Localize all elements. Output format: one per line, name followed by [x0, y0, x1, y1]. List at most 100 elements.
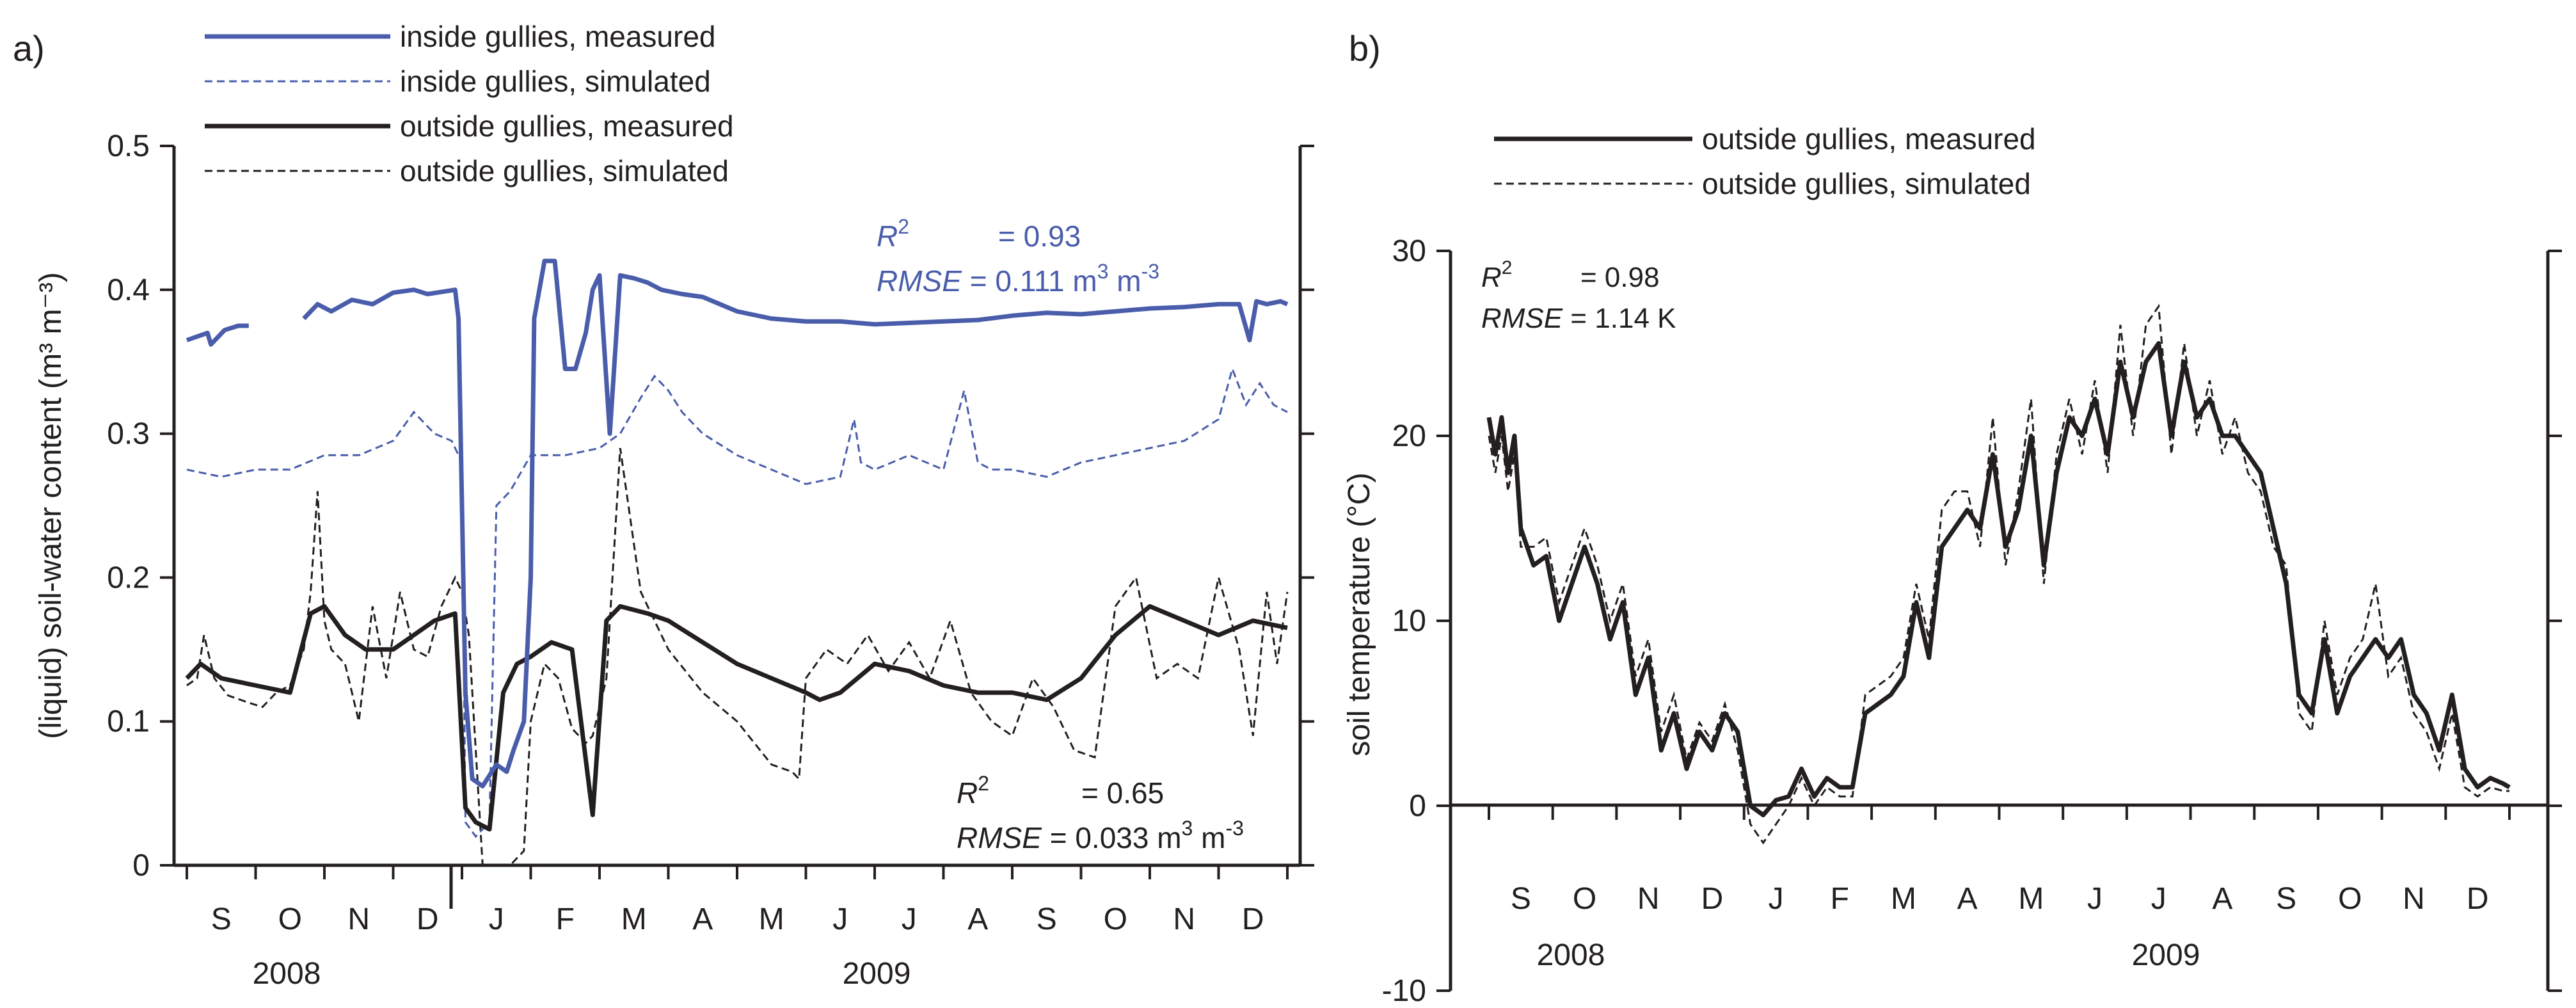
month-label: D [1242, 902, 1264, 936]
month-label: J [832, 902, 848, 936]
series-line-outside-simulated [186, 447, 1289, 867]
legend-label-outside-simulated: outside gullies, simulated [400, 154, 729, 188]
month-label: N [1173, 902, 1195, 936]
y-tick-label: -10 [1382, 974, 1426, 1008]
stat-r2-exp: 2 [1502, 257, 1513, 278]
panel-a-year-2008: 2008 [253, 957, 321, 991]
panel-a-x-ticks [186, 865, 1289, 879]
stat-r2-label: R [957, 776, 978, 810]
series-line-outside-measured [1486, 341, 2511, 817]
stat-rmse-exp1: 3 [1182, 817, 1193, 840]
month-label: N [347, 902, 370, 936]
legend-label-outside-simulated: outside gullies, simulated [1702, 167, 2031, 200]
month-label: J [1769, 882, 1784, 916]
stat-r2-label: R [877, 220, 898, 253]
month-label: O [278, 902, 302, 936]
y-tick-label: 0 [132, 849, 150, 883]
y-tick-label: 0.5 [107, 129, 150, 163]
stat-r2-label: R [1481, 262, 1502, 293]
panel-b-y-ticks [1436, 250, 2562, 992]
legend-label-outside-measured: outside gullies, measured [1702, 122, 2036, 156]
series-line-outside-simulated [1488, 303, 2509, 845]
svg-text:RMSE = 0.033 m3 m-3: RMSE = 0.033 m3 m-3 [957, 817, 1244, 854]
month-label: M [1891, 882, 1916, 916]
series-line-outside-measured [185, 604, 1288, 832]
stat-rmse-label: RMSE [957, 821, 1042, 854]
svg-text:R2: R2 [877, 215, 909, 253]
y-tick-label: 0.2 [107, 561, 150, 595]
month-label: S [2276, 882, 2296, 916]
month-label: J [902, 902, 917, 936]
month-label: N [1637, 882, 1660, 916]
stat-rmse-exp2: -3 [1141, 260, 1159, 283]
panel-a-y-axis-title: (liquid) soil-water content (m³ m⁻³) [34, 272, 68, 739]
y-tick-label: 20 [1392, 419, 1426, 453]
series-line-inside-measured [186, 259, 1289, 788]
panel-b-stats: R2 = 0.98 RMSE = 1.14 K [1481, 257, 1676, 334]
stat-rmse-outside-value: = 0.033 m [1050, 821, 1182, 854]
panel-b-year-2009: 2009 [2132, 938, 2200, 972]
panel-a-year-2009: 2009 [843, 957, 911, 991]
month-label: F [556, 902, 575, 936]
month-label: D [1701, 882, 1724, 916]
panel-b-y-tick-labels: -10 0 10 20 30 [1382, 234, 1426, 1008]
panel-b: b) outside gullies, measured outside gul… [1342, 28, 2562, 1008]
month-label: J [2087, 882, 2103, 916]
stat-rmse-label: RMSE [1481, 303, 1563, 334]
y-tick-label: 0.1 [107, 705, 150, 739]
month-label: D [2467, 882, 2489, 916]
y-tick-label: 0.3 [107, 417, 150, 451]
month-label: M [621, 902, 647, 936]
stat-rmse-unit2: m [1193, 821, 1225, 854]
panel-b-y-axis-title: soil temperature (°C) [1342, 472, 1376, 756]
month-label: J [489, 902, 504, 936]
panel-a-label: a) [13, 28, 45, 68]
series-line-inside-simulated [186, 365, 1288, 838]
y-tick-label: 0.4 [107, 273, 150, 307]
stat-rmse-inside-value: = 0.111 m [970, 264, 1097, 298]
panel-b-legend: outside gullies, measured outside gullie… [1494, 122, 2036, 200]
stat-rmse-exp2: -3 [1225, 817, 1243, 840]
stat-r2-value: = 0.98 [1580, 262, 1660, 293]
panel-a-y-ticks [160, 145, 1314, 867]
y-tick-label: 10 [1392, 604, 1426, 638]
panel-b-x-ticks [1488, 806, 2511, 820]
panel-a-stats-inside: R2 = 0.93 RMSE = 0.111 m3 m-3 [877, 215, 1159, 298]
y-tick-label: 0 [1409, 789, 1426, 823]
panel-a-stats-outside: R2 = 0.65 RMSE = 0.033 m3 m-3 [957, 772, 1244, 854]
legend-label-outside-measured: outside gullies, measured [400, 109, 734, 143]
month-label: M [2018, 882, 2044, 916]
month-label: N [2403, 882, 2425, 916]
month-label: D [417, 902, 439, 936]
panel-a-y-tick-labels: 0 0.1 0.2 0.3 0.4 0.5 [107, 129, 150, 883]
month-label: O [1104, 902, 1127, 936]
stat-rmse-value: = 1.14 K [1570, 303, 1676, 334]
month-label: S [211, 902, 232, 936]
svg-text:RMSE = 0.111 m3 m-3: RMSE = 0.111 m3 m-3 [877, 260, 1159, 298]
month-label: M [759, 902, 784, 936]
month-label: F [1831, 882, 1849, 916]
panel-b-label: b) [1349, 28, 1381, 68]
month-label: J [2151, 882, 2167, 916]
panel-a: a) inside gullies, measured inside gulli… [13, 20, 1314, 991]
month-label: A [1957, 882, 1978, 916]
stat-r2-exp: 2 [898, 215, 909, 238]
stat-r2-inside-value: = 0.93 [998, 220, 1081, 253]
stat-r2-exp: 2 [978, 772, 989, 795]
legend-label-inside-simulated: inside gullies, simulated [400, 65, 711, 98]
svg-text:RMSE = 1.14 K: RMSE = 1.14 K [1481, 303, 1676, 334]
stat-rmse-exp1: 3 [1097, 260, 1109, 283]
panel-b-year-2008: 2008 [1537, 938, 1605, 972]
month-label: A [692, 902, 713, 936]
svg-text:R2: R2 [957, 772, 989, 810]
stat-r2-outside-value: = 0.65 [1081, 776, 1164, 810]
month-label: S [1511, 882, 1531, 916]
stat-rmse-label: RMSE [877, 264, 962, 298]
panel-a-legend: inside gullies, measured inside gullies,… [205, 20, 734, 188]
month-label: O [1573, 882, 1596, 916]
svg-text:R2: R2 [1481, 257, 1512, 293]
month-label: A [967, 902, 988, 936]
